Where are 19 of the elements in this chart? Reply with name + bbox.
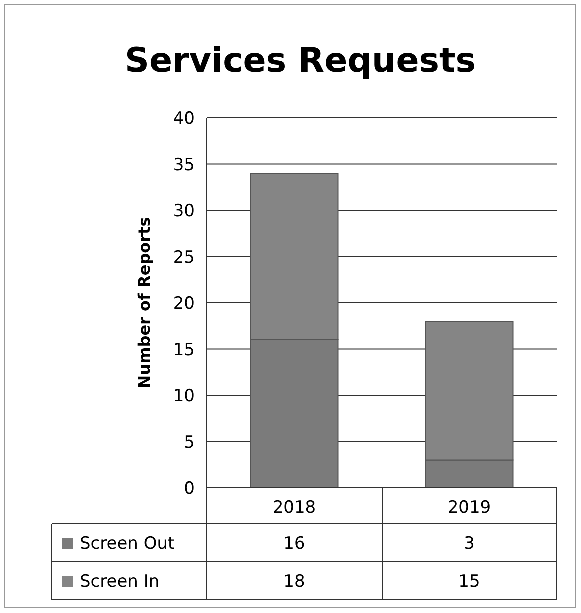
- legend-label: Screen In: [80, 572, 160, 592]
- data-label: 15: [458, 572, 480, 592]
- y-tick-label: 30: [173, 202, 195, 222]
- y-tick-label: 0: [184, 479, 195, 499]
- y-tick-label: 20: [173, 294, 195, 314]
- y-tick-label: 10: [173, 386, 195, 406]
- data-label: 18: [284, 572, 306, 592]
- y-tick-label: 15: [173, 340, 195, 360]
- y-tick-label: 25: [173, 248, 195, 268]
- y-axis-title: Number of Reports: [135, 217, 154, 389]
- x-tick-label: 2019: [448, 498, 492, 518]
- y-tick-label: 5: [184, 432, 195, 453]
- data-label: 3: [464, 534, 475, 554]
- chart-title: Services Requests: [125, 41, 476, 81]
- y-tick-label: 40: [173, 109, 195, 129]
- y-tick-label: 35: [173, 155, 195, 176]
- legend-label: Screen Out: [80, 534, 176, 554]
- data-label: 16: [284, 534, 306, 554]
- x-tick-label: 2018: [272, 498, 316, 518]
